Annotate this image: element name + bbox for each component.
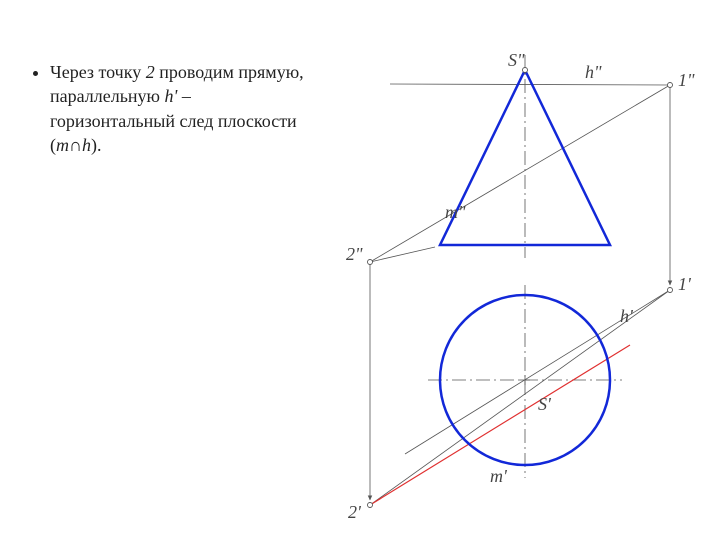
bullet-text-block: Через точку 2 проводим прямую, параллель… bbox=[30, 60, 310, 157]
pt-1-2 bbox=[668, 83, 673, 88]
diagram-svg: S" h" 1" m" 2" 1' h' S' m' 2' bbox=[330, 40, 710, 520]
label-h1: h' bbox=[620, 306, 634, 326]
pt-1-1 bbox=[668, 288, 673, 293]
line-base-top bbox=[370, 247, 435, 262]
label-2-2: 2" bbox=[346, 244, 363, 264]
line-m2 bbox=[370, 85, 670, 262]
bullet-item: Через точку 2 проводим прямую, параллель… bbox=[50, 60, 310, 157]
label-2-1: 2' bbox=[348, 502, 362, 520]
label-1-2: 1" bbox=[678, 70, 695, 90]
points bbox=[368, 68, 673, 508]
label-h2: h" bbox=[585, 62, 602, 82]
label-1-1: 1' bbox=[678, 274, 692, 294]
label-m1: m' bbox=[490, 466, 508, 486]
label-m2: m" bbox=[445, 202, 466, 222]
line-h2 bbox=[390, 84, 670, 85]
descriptive-geometry-diagram: S" h" 1" m" 2" 1' h' S' m' 2' bbox=[330, 40, 710, 520]
pt-2-2 bbox=[368, 260, 373, 265]
bullet-content: Через точку 2 проводим прямую, параллель… bbox=[50, 62, 304, 155]
label-S1: S' bbox=[538, 394, 552, 414]
pt-2-1 bbox=[368, 503, 373, 508]
label-S2: S" bbox=[508, 50, 525, 70]
